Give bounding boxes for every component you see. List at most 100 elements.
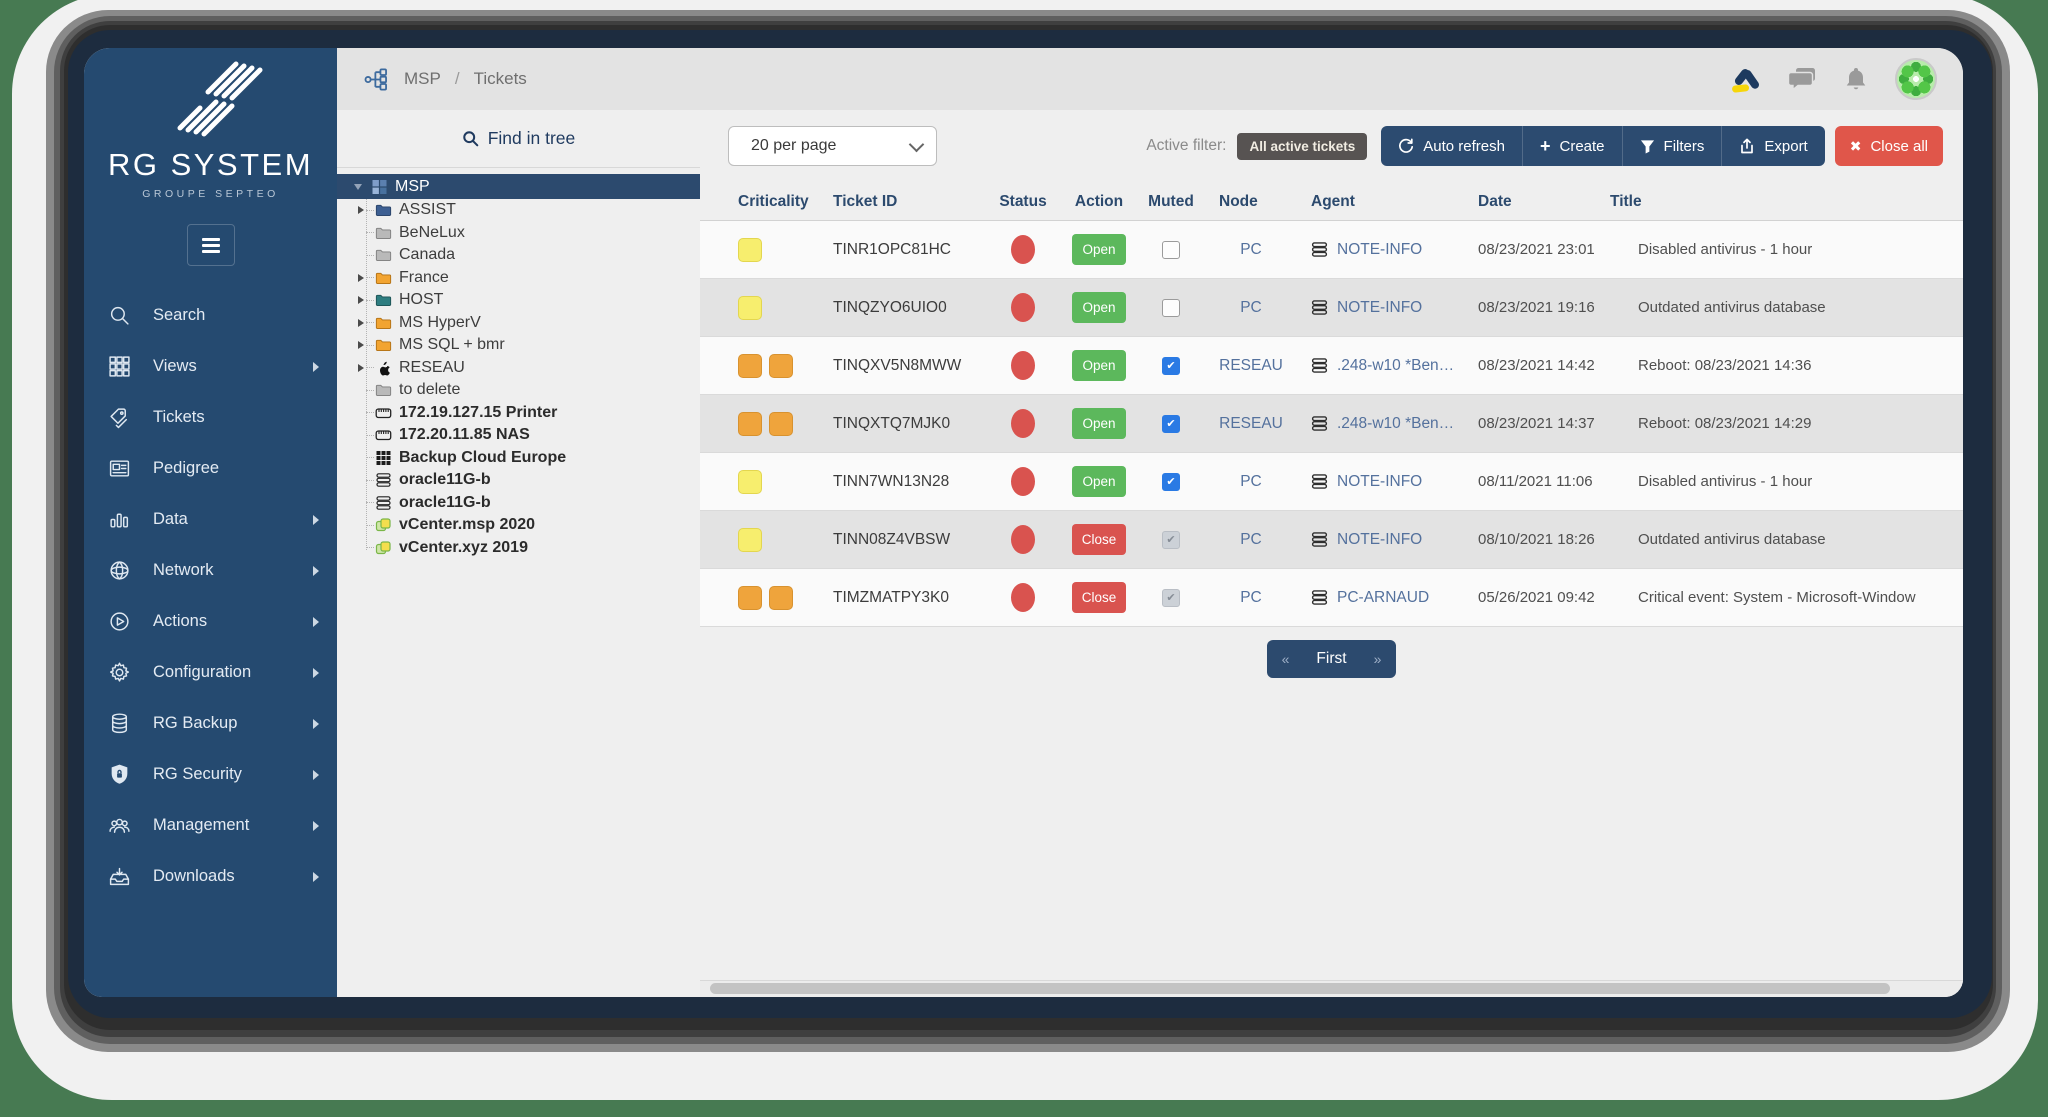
sidebar-item-management[interactable]: Management xyxy=(84,800,337,851)
node-link[interactable]: RESEAU xyxy=(1219,356,1283,374)
open-button[interactable]: Open xyxy=(1072,350,1126,381)
tree-item-france[interactable]: France xyxy=(337,267,700,290)
page-next-button[interactable]: » xyxy=(1373,651,1382,667)
ticket-id[interactable]: TINQXV5N8MWW xyxy=(833,356,962,374)
ticket-id[interactable]: TINQZYO6UIO0 xyxy=(833,298,947,316)
muted-checkbox[interactable]: ✔ xyxy=(1162,356,1180,375)
agent-link[interactable]: NOTE-INFO xyxy=(1337,530,1423,548)
agent-link[interactable]: NOTE-INFO xyxy=(1337,240,1423,258)
col-date[interactable]: Date xyxy=(1478,192,1512,210)
col-muted[interactable]: Muted xyxy=(1148,192,1194,210)
col-node[interactable]: Node xyxy=(1219,192,1258,210)
page-size-select[interactable]: 20 per page xyxy=(728,126,937,166)
bell-icon[interactable] xyxy=(1844,66,1868,92)
horizontal-scrollbar-track[interactable] xyxy=(700,980,1963,997)
ticket-id[interactable]: TINR1OPC81HC xyxy=(833,240,951,258)
sidebar-item-rg-backup[interactable]: RG Backup xyxy=(84,698,337,749)
sidebar-item-pedigree[interactable]: Pedigree xyxy=(84,443,337,494)
tree-item-oracle-1[interactable]: oracle11G-b xyxy=(337,469,700,492)
tree-item-host[interactable]: HOST xyxy=(337,289,700,312)
agent-link[interactable]: NOTE-INFO xyxy=(1337,472,1423,490)
close-button[interactable]: Close xyxy=(1072,524,1126,555)
ticket-row[interactable]: TIMZMATPY3K0 Close ✔ PC PC-ARNAUD 05/26/… xyxy=(700,569,1963,627)
sidebar-item-data[interactable]: Data xyxy=(84,494,337,545)
close-all-button[interactable]: ✖ Close all xyxy=(1834,126,1943,166)
open-button[interactable]: Open xyxy=(1072,234,1126,265)
tree-item-oracle-2[interactable]: oracle11G-b xyxy=(337,492,700,515)
node-link[interactable]: PC xyxy=(1240,240,1262,258)
sidebar-item-views[interactable]: Views xyxy=(84,341,337,392)
chat-icon[interactable] xyxy=(1789,66,1817,92)
ticket-row[interactable]: TINQXTQ7MJK0 Open ✔ RESEAU .248-w10 *Ben… xyxy=(700,395,1963,453)
sidebar-item-search[interactable]: Search xyxy=(84,290,337,341)
ticket-id[interactable]: TINQXTQ7MJK0 xyxy=(833,414,951,432)
muted-checkbox[interactable] xyxy=(1162,240,1180,259)
ticket-id[interactable]: TINN08Z4VBSW xyxy=(833,530,951,548)
agent-link[interactable]: NOTE-INFO xyxy=(1337,298,1423,316)
tree-item-benelux[interactable]: BeNeLux xyxy=(337,222,700,245)
sidebar-collapse-button[interactable] xyxy=(186,224,235,266)
tree-item-msp[interactable]: MSP xyxy=(337,174,700,199)
sidebar-item-actions[interactable]: Actions xyxy=(84,596,337,647)
export-button[interactable]: Export xyxy=(1721,126,1824,166)
col-agent[interactable]: Agent xyxy=(1311,192,1355,210)
agent-cell[interactable]: NOTE-INFO xyxy=(1295,299,1457,317)
ticket-row[interactable]: TINR1OPC81HC Open PC NOTE-INFO 08/23/202… xyxy=(700,221,1963,279)
ticket-row[interactable]: TINN7WN13N28 Open ✔ PC NOTE-INFO 08/11/2… xyxy=(700,453,1963,511)
tree-item-vcenter-xyz[interactable]: vCenter.xyz 2019 xyxy=(337,537,700,560)
muted-checkbox[interactable] xyxy=(1162,298,1180,317)
ticket-row[interactable]: TINN08Z4VBSW Close ✔ PC NOTE-INFO 08/10/… xyxy=(700,511,1963,569)
node-link[interactable]: PC xyxy=(1240,530,1262,548)
tree-item-reseau[interactable]: RESEAU xyxy=(337,357,700,380)
agent-cell[interactable]: .248-w10 *Ben… xyxy=(1295,357,1457,375)
sidebar-item-downloads[interactable]: Downloads xyxy=(84,851,337,902)
create-button[interactable]: + Create xyxy=(1521,126,1622,166)
col-title[interactable]: Title xyxy=(1610,192,1642,210)
sidebar-item-network[interactable]: Network xyxy=(84,545,337,596)
ticket-id[interactable]: TINN7WN13N28 xyxy=(833,472,950,490)
page-prev-button[interactable]: « xyxy=(1281,651,1290,667)
col-status[interactable]: Status xyxy=(999,192,1047,210)
agent-link[interactable]: PC-ARNAUD xyxy=(1337,588,1430,606)
agent-cell[interactable]: NOTE-INFO xyxy=(1295,531,1457,549)
ticket-row[interactable]: TINQZYO6UIO0 Open PC NOTE-INFO 08/23/202… xyxy=(700,279,1963,337)
page-current-button[interactable]: First xyxy=(1316,650,1347,667)
tree-item-to-delete[interactable]: to delete xyxy=(337,379,700,402)
tree-item-nas[interactable]: 172.20.11.85 NAS xyxy=(337,424,700,447)
node-link[interactable]: PC xyxy=(1240,298,1262,316)
node-link[interactable]: PC xyxy=(1240,588,1262,606)
agent-cell[interactable]: NOTE-INFO xyxy=(1295,473,1457,491)
open-button[interactable]: Open xyxy=(1072,408,1126,439)
tree-item-canada[interactable]: Canada xyxy=(337,244,700,267)
open-button[interactable]: Open xyxy=(1072,292,1126,323)
muted-checkbox[interactable]: ✔ xyxy=(1162,472,1180,491)
node-link[interactable]: RESEAU xyxy=(1219,414,1283,432)
col-ticket-id[interactable]: Ticket ID xyxy=(833,192,898,210)
close-button[interactable]: Close xyxy=(1072,582,1126,613)
breadcrumb-root[interactable]: MSP xyxy=(404,69,441,88)
muted-checkbox[interactable]: ✔ xyxy=(1162,414,1180,433)
tree-item-assist[interactable]: ASSIST xyxy=(337,199,700,222)
agent-cell[interactable]: PC-ARNAUD xyxy=(1295,589,1457,607)
active-filter-badge[interactable]: All active tickets xyxy=(1237,132,1368,160)
tree-item-ms-hyperv[interactable]: MS HyperV xyxy=(337,312,700,335)
rg-mark-icon[interactable] xyxy=(1730,64,1762,94)
agent-cell[interactable]: .248-w10 *Ben… xyxy=(1295,415,1457,433)
sidebar-item-configuration[interactable]: Configuration xyxy=(84,647,337,698)
agent-link[interactable]: .248-w10 *Ben… xyxy=(1337,414,1455,432)
node-link[interactable]: PC xyxy=(1240,472,1262,490)
open-button[interactable]: Open xyxy=(1072,466,1126,497)
sidebar-item-rg-security[interactable]: RG Security xyxy=(84,749,337,800)
ticket-row[interactable]: TINQXV5N8MWW Open ✔ RESEAU .248-w10 *Ben… xyxy=(700,337,1963,395)
agent-cell[interactable]: NOTE-INFO xyxy=(1295,241,1457,259)
tree-item-backup-cloud-europe[interactable]: Backup Cloud Europe xyxy=(337,447,700,470)
auto-refresh-button[interactable]: Auto refresh xyxy=(1381,126,1522,166)
agent-link[interactable]: .248-w10 *Ben… xyxy=(1337,356,1455,374)
tree-item-vcenter-msp[interactable]: vCenter.msp 2020 xyxy=(337,514,700,537)
tree-item-ms-sql-bmr[interactable]: MS SQL + bmr xyxy=(337,334,700,357)
horizontal-scrollbar-thumb[interactable] xyxy=(710,983,1890,994)
col-criticality[interactable]: Criticality xyxy=(738,192,809,210)
sidebar-item-tickets[interactable]: Tickets xyxy=(84,392,337,443)
ticket-id[interactable]: TIMZMATPY3K0 xyxy=(833,588,949,606)
col-action[interactable]: Action xyxy=(1074,192,1124,210)
